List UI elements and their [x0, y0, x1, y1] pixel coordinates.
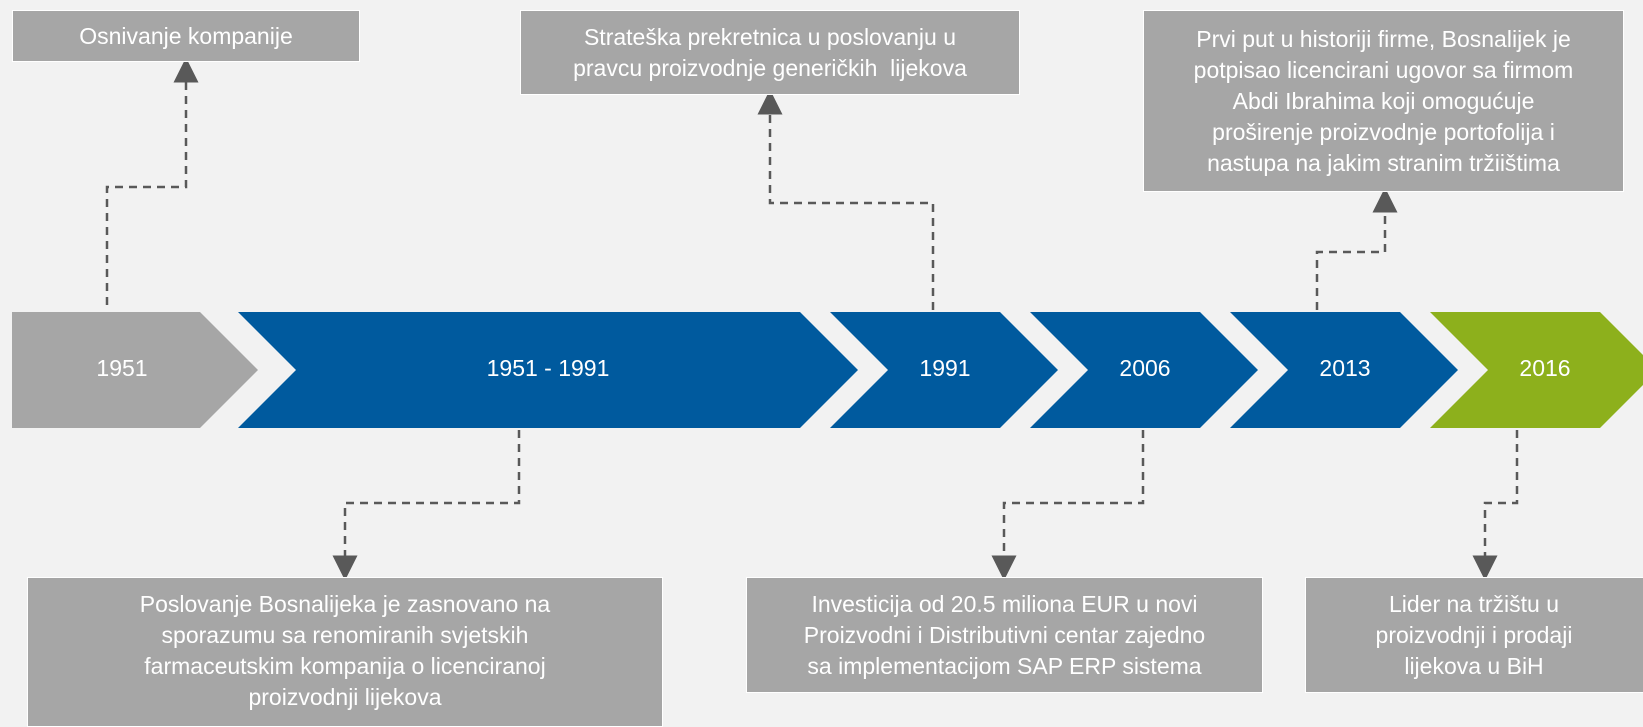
box-line: lijekova u BiH	[1404, 652, 1544, 679]
event-box: Strateška prekretnica u poslovanju u pra…	[520, 10, 1020, 95]
chevron	[12, 312, 258, 428]
box-line: potpisao licencirani ugovor sa firmom	[1193, 56, 1574, 83]
chevron	[238, 312, 858, 428]
box-line: Lider na tržištu u	[1388, 590, 1560, 617]
box-line: proizvodnji lijekova	[248, 684, 442, 710]
chevron	[830, 312, 1058, 428]
year-label: 2006	[1119, 355, 1170, 381]
box-line: proizvodnji i prodaji	[1375, 621, 1573, 648]
event-box: Prvi put u historiji firme, Bosnalijek j…	[1143, 10, 1624, 192]
connector	[105, 57, 199, 305]
box-line: Osnivanje kompanije	[79, 22, 293, 49]
event-box: Investicija od 20.5 miliona EUR u novi P…	[746, 577, 1263, 693]
connector	[757, 89, 935, 310]
event-box: Lider na tržištu u proizvodnji i prodaji…	[1305, 577, 1643, 693]
box-line: Investicija od 20.5 miliona EUR u novi	[811, 590, 1198, 617]
connector	[991, 430, 1145, 581]
box-line: Prvi put u historiji firme, Bosnalijek j…	[1196, 25, 1571, 52]
box-line: sa implementacijom SAP ERP sistema	[807, 652, 1202, 679]
year-label: 1951 - 1991	[487, 355, 610, 381]
event-box: Poslovanje Bosnalijeka je zasnovano na s…	[27, 577, 663, 727]
connector	[1472, 430, 1519, 581]
chevron	[1230, 312, 1458, 428]
box-line: Strateška prekretnica u poslovanju u	[583, 23, 957, 50]
box-line: proširenje proizvodnje portofolija i	[1212, 118, 1555, 145]
box-line: pravcu proizvodnje generičkih lijekova	[573, 54, 967, 81]
event-box: Osnivanje kompanije	[12, 10, 360, 62]
box-line: sporazumu sa renomiranih svjetskih	[161, 622, 529, 648]
chevron	[1030, 312, 1258, 428]
box-line: farmaceutskim kompanija o licenciranoj	[144, 653, 546, 679]
year-label: 1991	[919, 355, 970, 381]
year-label: 1951	[96, 355, 147, 381]
box-line: Abdi Ibrahima koji omogućuje	[1232, 87, 1535, 114]
connector	[332, 430, 521, 581]
connector	[1315, 187, 1398, 310]
chevron	[1430, 312, 1643, 428]
box-line: Poslovanje Bosnalijeka je zasnovano na	[139, 591, 551, 617]
box-line: Proizvodni i Distributivni centar zajedn…	[803, 621, 1206, 648]
year-label: 2013	[1319, 355, 1370, 381]
box-line: nastupa na jakim stranim tržiištima	[1207, 149, 1560, 176]
year-label: 2016	[1519, 355, 1570, 381]
